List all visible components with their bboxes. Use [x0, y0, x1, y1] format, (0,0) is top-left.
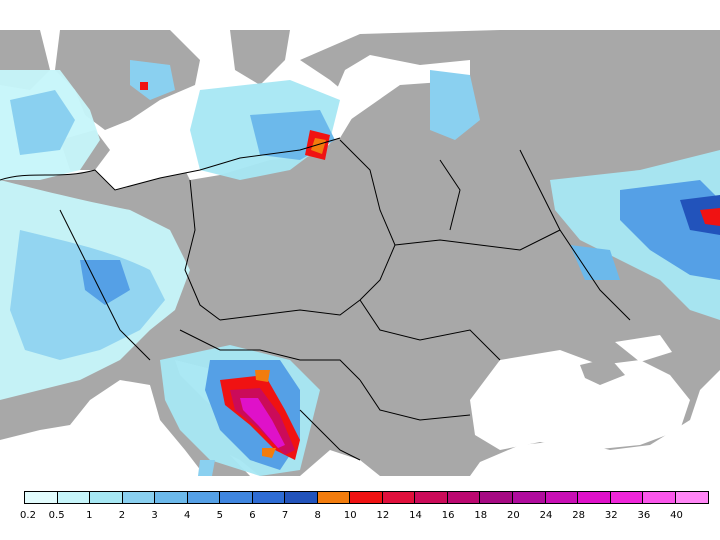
border-russia-ukraine: [519, 149, 631, 321]
legend-tick-label: 1: [86, 510, 93, 521]
precipitation-legend: 0.2 0.5 1 2 3 4 5 6 7 8 10 12 14 16 18 20 24 28 32 36 40: [20, 491, 714, 531]
rain-peak-east: [700, 208, 720, 226]
legend-tick-label: 40: [670, 510, 683, 521]
legend-tick-label: 28: [572, 510, 585, 521]
legend-swatch: [252, 492, 286, 503]
coastline-north: [0, 137, 341, 191]
border-lithuania-belarus: [439, 159, 461, 231]
legend-swatch: [675, 492, 709, 503]
gotland-area: [230, 30, 290, 85]
legend-tick-label: 7: [281, 510, 289, 521]
legend-tick-label: 32: [604, 510, 618, 521]
legend-tick-label: 18: [474, 510, 488, 521]
legend-tick-label: 0.2: [20, 510, 36, 521]
legend-swatch: [545, 492, 579, 503]
border-czech-slovakia: [219, 299, 361, 321]
rain-cell-west: [80, 260, 130, 305]
legend-tick-label: 14: [409, 510, 422, 521]
country-borders: [0, 137, 631, 461]
legend-swatch: [447, 492, 481, 503]
legend-swatch: [155, 492, 188, 503]
precipitation-field: [0, 60, 720, 476]
legend-swatch: [122, 492, 156, 503]
legend-tick-label: 6: [249, 510, 256, 521]
legend-swatch: [480, 492, 513, 503]
legend-color-bar: [24, 491, 710, 504]
rain-peak-balkans-south: [262, 448, 276, 458]
map-canvas: [0, 30, 720, 476]
border-germany-poland: [184, 179, 221, 321]
rain-peak-balkans-north: [255, 370, 270, 382]
legend-tick-label: 0.5: [48, 510, 65, 521]
black-sea: [470, 350, 690, 450]
rain-cell-italy: [198, 460, 215, 476]
rain-area-balkans-extreme: [240, 398, 285, 448]
legend-tick-label: 16: [441, 510, 455, 521]
legend-swatch: [187, 492, 221, 503]
rain-peak-baltic-inner: [311, 138, 326, 154]
legend-tick-label: 12: [376, 510, 390, 521]
rain-cell-east: [570, 245, 620, 280]
crimea-land: [580, 358, 625, 385]
legend-swatch: [317, 492, 351, 503]
precipitation-map: [0, 30, 720, 476]
rain-area-west-core: [10, 230, 165, 360]
legend-tick-label: 3: [151, 510, 158, 521]
legend-tick-label: 8: [314, 510, 321, 521]
legend-swatch: [285, 492, 318, 503]
aegean-sea: [300, 450, 380, 476]
legend-swatch: [578, 492, 611, 503]
legend-swatch: [512, 492, 546, 503]
legend-swatch: [610, 492, 644, 503]
border-austria-hungary: [179, 329, 361, 381]
border-belarus-ukraine: [394, 229, 561, 251]
rain-area-northeast: [430, 70, 480, 140]
legend-swatch: [643, 492, 676, 503]
border-poland-east: [339, 139, 396, 301]
sea-of-azov: [615, 335, 672, 362]
rain-area-east-peak: [680, 195, 720, 235]
legend-swatch: [382, 492, 416, 503]
legend-tick-label: 5: [216, 510, 223, 521]
scandinavia-land: [55, 30, 200, 130]
border-balkans: [299, 409, 361, 461]
legend-swatch: [415, 492, 448, 503]
legend-tick-label: 4: [183, 510, 191, 521]
legend-tick-label: 2: [118, 510, 126, 521]
legend-tick-label: 10: [343, 510, 357, 521]
legend-swatch: [90, 492, 123, 503]
rain-peak-sweden: [140, 82, 148, 90]
legend-tick-label: 36: [637, 510, 651, 521]
legend-tick-label: 24: [539, 510, 553, 521]
border-romania-ukraine: [359, 299, 501, 361]
legend-swatch: [220, 492, 253, 503]
border-serbia-bulgaria: [359, 379, 471, 421]
rain-area-north-sea-core: [10, 90, 75, 155]
legend-swatch: [350, 492, 383, 503]
legend-tick-label: 20: [507, 510, 520, 521]
legend-swatch: [25, 492, 58, 503]
border-france-germany: [59, 209, 151, 361]
legend-swatch: [57, 492, 91, 503]
